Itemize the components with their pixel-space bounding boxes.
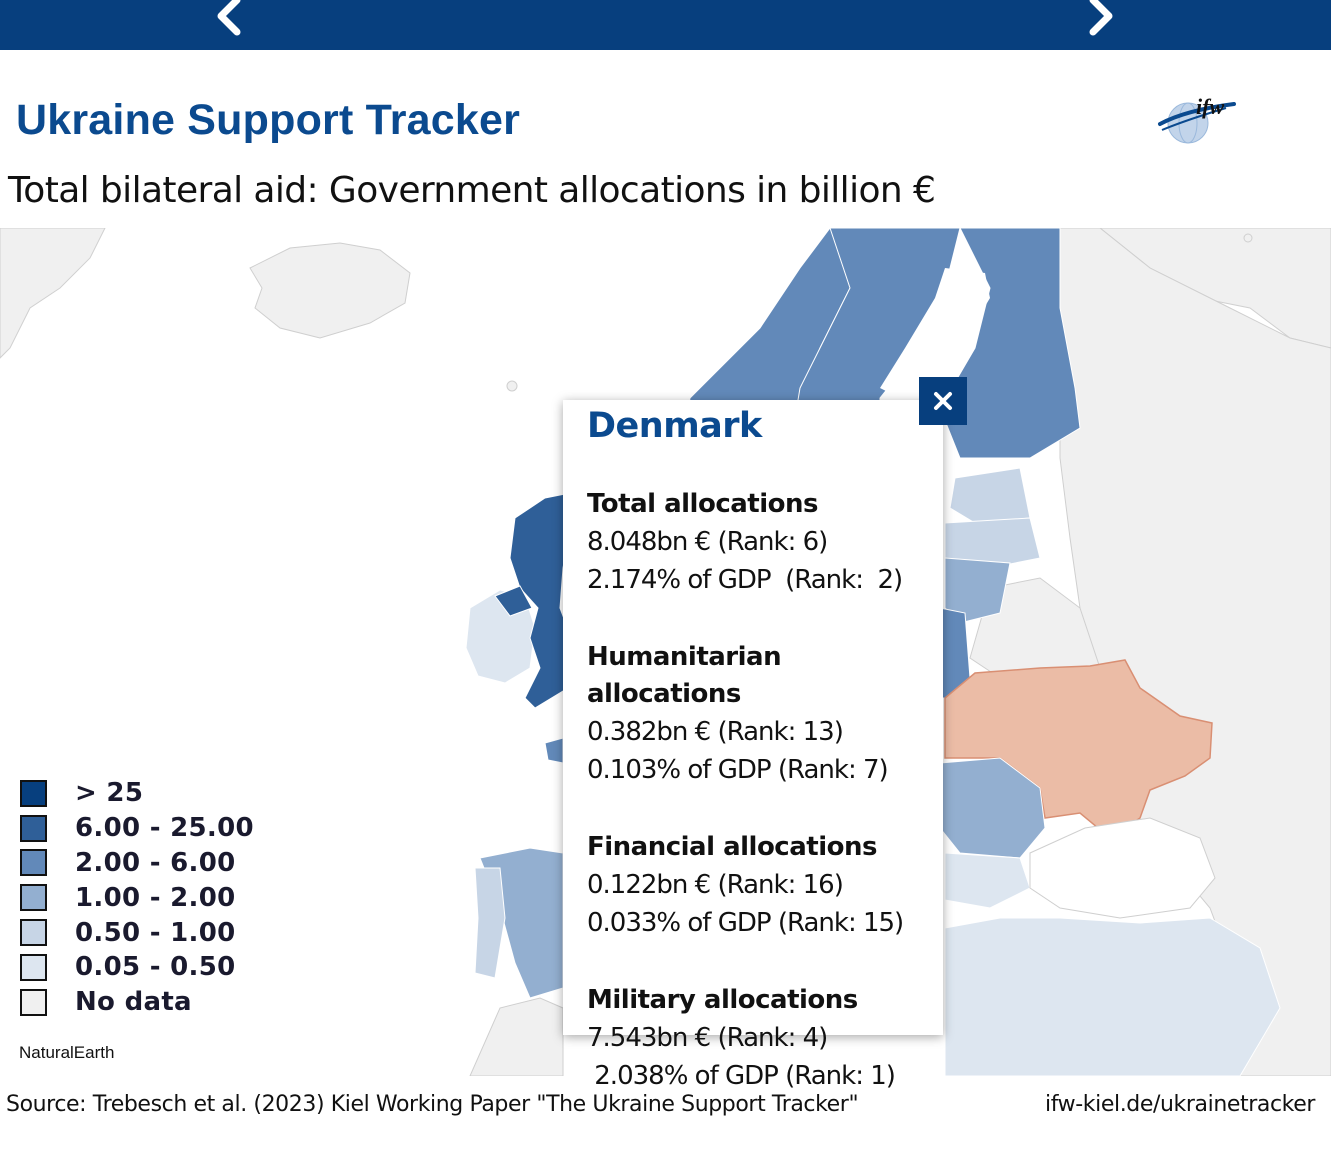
portugal-shape	[474, 867, 506, 979]
lithuania-shape	[944, 557, 1011, 624]
legend-item[interactable]: No data	[20, 985, 254, 1020]
legend-swatch	[20, 919, 47, 947]
popup-country-name: Denmark	[587, 406, 762, 446]
legend-swatch	[20, 779, 47, 807]
legend-swatch	[20, 884, 47, 912]
greenland-shape	[0, 228, 106, 359]
map-attribution[interactable]: NaturalEarth	[19, 1043, 115, 1062]
legend-label: 0.50 - 1.00	[75, 917, 236, 948]
chevron-right-icon[interactable]	[1079, 0, 1123, 38]
romania-shape	[939, 757, 1046, 859]
gulf-of-bothnia	[880, 268, 990, 398]
chevron-left-icon[interactable]	[207, 0, 251, 38]
ifw-logo: ifw	[1156, 90, 1246, 150]
popup-section-total: Total allocations 8.048bn € (Rank: 6) 2.…	[587, 486, 943, 599]
section-heading: Military allocations	[587, 985, 858, 1015]
legend-label: 0.05 - 0.50	[75, 952, 236, 983]
section-heading: Humanitarian allocations	[587, 642, 782, 709]
map-subtitle: Total bilateral aid: Government allocati…	[8, 170, 936, 211]
section-value-eur: 7.543bn € (Rank: 4)	[587, 1023, 828, 1053]
legend-swatch	[20, 849, 47, 877]
section-value-gdp: 2.174% of GDP (Rank: 2)	[587, 565, 903, 595]
tracker-link[interactable]: ifw-kiel.de/ukrainetracker	[1045, 1092, 1315, 1117]
legend-label: No data	[75, 987, 192, 1018]
legend-swatch	[20, 814, 47, 842]
latvia-shape	[944, 517, 1041, 569]
legend-swatch	[20, 988, 47, 1016]
france-shape	[544, 737, 564, 764]
legend-label: 2.00 - 6.00	[75, 847, 236, 878]
bulgaria-shape	[944, 852, 1031, 909]
section-value-gdp: 2.038% of GDP (Rank: 1)	[587, 1061, 896, 1091]
north-africa-shape	[469, 997, 564, 1076]
legend-swatch	[20, 953, 47, 981]
estonia-shape	[949, 467, 1031, 524]
popup-section-financial: Financial allocations 0.122bn € (Rank: 1…	[587, 829, 943, 942]
top-nav-bar	[0, 0, 1331, 50]
turkey-shape	[944, 917, 1281, 1076]
northern-ireland-shape	[494, 585, 533, 617]
legend-item[interactable]: 0.05 - 0.50	[20, 950, 254, 985]
legend-item[interactable]: > 25	[20, 776, 254, 811]
legend-item[interactable]: 0.50 - 1.00	[20, 915, 254, 950]
iceland-shape	[249, 242, 411, 339]
section-heading: Total allocations	[587, 489, 818, 519]
legend-label: > 25	[75, 778, 144, 809]
legend-label: 1.00 - 2.00	[75, 882, 236, 913]
legend-label: 6.00 - 25.00	[75, 813, 254, 844]
section-value-gdp: 0.103% of GDP (Rank: 7)	[587, 755, 889, 785]
popup-section-humanitarian: Humanitarian allocations 0.382bn € (Rank…	[587, 639, 943, 789]
section-value-gdp: 0.033% of GDP (Rank: 15)	[587, 908, 904, 938]
legend-item[interactable]: 6.00 - 25.00	[20, 811, 254, 846]
source-citation: Source: Trebesch et al. (2023) Kiel Work…	[6, 1092, 859, 1117]
logo-text: ifw	[1196, 94, 1224, 119]
section-heading: Financial allocations	[587, 832, 877, 862]
app-title: Ukraine Support Tracker	[16, 96, 521, 144]
black-sea	[1029, 817, 1216, 919]
popup-section-military: Military allocations 7.543bn € (Rank: 4)…	[587, 982, 943, 1095]
finland-shape	[939, 228, 1081, 459]
country-popup: Denmark Total allocations 8.048bn € (Ran…	[563, 400, 943, 1091]
section-value-eur: 0.122bn € (Rank: 16)	[587, 870, 844, 900]
legend-item[interactable]: 2.00 - 6.00	[20, 846, 254, 881]
small-island	[1243, 233, 1253, 243]
faroe-islands	[506, 380, 518, 392]
popup-close-button[interactable]	[919, 377, 967, 425]
section-value-eur: 8.048bn € (Rank: 6)	[587, 527, 828, 557]
section-value-eur: 0.382bn € (Rank: 13)	[587, 717, 844, 747]
close-icon	[934, 392, 952, 410]
legend-item[interactable]: 1.00 - 2.00	[20, 880, 254, 915]
map-legend: > 25 6.00 - 25.00 2.00 - 6.00 1.00 - 2.0…	[20, 776, 254, 1020]
